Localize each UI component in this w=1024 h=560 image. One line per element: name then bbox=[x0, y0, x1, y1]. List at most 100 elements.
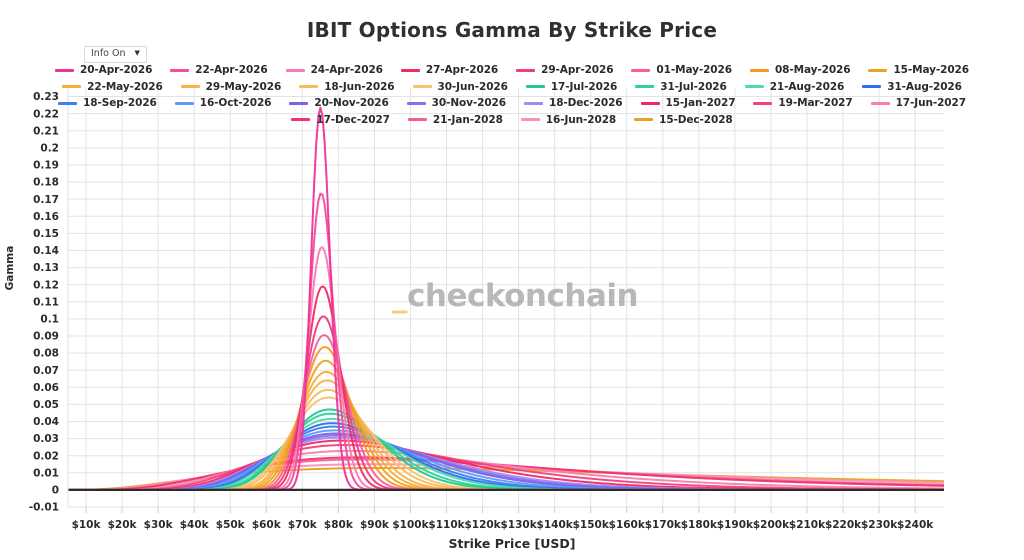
legend-label: 08-May-2026 bbox=[774, 64, 851, 77]
legend-item[interactable]: 17-Dec-2027 bbox=[291, 114, 390, 126]
legend-item[interactable]: 31-Aug-2026 bbox=[862, 81, 962, 93]
legend-label: 16-Jun-2028 bbox=[545, 113, 617, 126]
legend-color-swatch bbox=[749, 68, 769, 72]
chevron-down-icon: ▼ bbox=[134, 49, 140, 58]
x-tick-label: $80k bbox=[324, 519, 354, 531]
legend-item[interactable]: 30-Nov-2026 bbox=[406, 97, 506, 109]
x-tick-label: $160k bbox=[609, 519, 646, 531]
legend-color-swatch bbox=[631, 68, 651, 72]
y-tick-label: 0.17 bbox=[33, 194, 59, 206]
legend-label: 17-Jun-2027 bbox=[895, 97, 966, 110]
legend-color-swatch bbox=[516, 68, 536, 72]
x-tick-label: $190k bbox=[717, 519, 754, 531]
x-tick-label: $100k bbox=[392, 519, 429, 531]
legend-item[interactable]: 20-Nov-2026 bbox=[289, 97, 389, 110]
legend-label: 20-Nov-2026 bbox=[314, 97, 389, 110]
legend-item[interactable]: 29-Apr-2026 bbox=[516, 64, 614, 77]
legend-item[interactable]: 20-Apr-2026 bbox=[55, 64, 152, 76]
legend-item[interactable]: 21-Aug-2026 bbox=[744, 81, 844, 93]
legend-color-swatch bbox=[58, 101, 78, 105]
legend-label: 18-Dec-2026 bbox=[548, 97, 623, 110]
legend-label: 21-Jan-2028 bbox=[432, 113, 503, 126]
legend-item[interactable]: 27-Apr-2026 bbox=[400, 64, 499, 77]
legend-color-swatch bbox=[285, 68, 305, 72]
y-tick-label: 0.22 bbox=[33, 108, 59, 120]
legend-label: 18-Jun-2026 bbox=[324, 80, 395, 93]
legend-item[interactable]: 17-Jul-2026 bbox=[525, 80, 618, 93]
legend-item[interactable]: 17-Jun-2027 bbox=[870, 97, 966, 110]
legend-label: 27-Apr-2026 bbox=[425, 64, 499, 77]
legend-color-swatch bbox=[180, 85, 200, 89]
x-tick-label: $30k bbox=[144, 519, 174, 531]
x-tick-label: $140k bbox=[537, 519, 574, 531]
legend-color-swatch bbox=[400, 68, 420, 72]
legend-color-swatch bbox=[62, 85, 82, 89]
info-on-dropdown[interactable]: Info On ▼ bbox=[84, 46, 147, 63]
legend-label: 30-Jun-2026 bbox=[437, 80, 508, 93]
x-tick-label: $130k bbox=[501, 519, 538, 531]
legend-color-swatch bbox=[870, 101, 890, 105]
legend-item[interactable]: 22-Apr-2026 bbox=[170, 64, 268, 77]
legend-row: 18-Sep-2026 16-Oct-2026 20-Nov-2026 30-Nov-… bbox=[0, 95, 1024, 112]
x-tick-label: $200k bbox=[753, 519, 790, 531]
y-tick-label: 0 bbox=[52, 484, 59, 496]
legend-item[interactable]: 18-Jun-2026 bbox=[299, 80, 395, 93]
x-tick-label: $170k bbox=[645, 519, 682, 531]
legend-item[interactable]: 21-Jan-2028 bbox=[407, 113, 503, 126]
legend-item[interactable]: 08-May-2026 bbox=[749, 64, 851, 77]
legend-label: 20-Apr-2026 bbox=[80, 64, 153, 77]
legend-item[interactable]: 15-Dec-2028 bbox=[634, 114, 733, 126]
y-tick-label: 0.2 bbox=[40, 142, 59, 154]
y-tick-label: 0.19 bbox=[33, 160, 59, 172]
legend-item[interactable]: 18-Sep-2026 bbox=[58, 97, 157, 109]
y-tick-label: 0.18 bbox=[33, 177, 59, 189]
legend-color-swatch bbox=[170, 68, 190, 72]
legend-item[interactable]: 22-May-2026 bbox=[62, 81, 163, 93]
legend-color-swatch bbox=[406, 101, 426, 105]
plot-background bbox=[68, 88, 944, 507]
x-tick-label: $60k bbox=[252, 519, 282, 531]
legend-item[interactable]: 15-May-2026 bbox=[868, 64, 969, 76]
x-tick-label: $150k bbox=[573, 519, 610, 531]
legend-label: 29-Apr-2026 bbox=[541, 64, 614, 77]
legend-label: 15-Jan-2027 bbox=[665, 97, 736, 110]
y-tick-label: 0.13 bbox=[33, 262, 59, 274]
y-tick-label: 0.12 bbox=[33, 279, 59, 291]
y-tick-label: 0.16 bbox=[33, 211, 59, 223]
legend-item[interactable]: 01-May-2026 bbox=[631, 64, 732, 76]
x-tick-label: $230k bbox=[861, 519, 898, 531]
legend-item[interactable]: 16-Jun-2028 bbox=[520, 113, 617, 126]
legend-color-swatch bbox=[635, 85, 655, 89]
x-axis-title: Strike Price [USD] bbox=[448, 536, 576, 551]
legend-item[interactable]: 15-Jan-2027 bbox=[640, 97, 736, 110]
x-tick-label: $10k bbox=[72, 519, 102, 531]
legend-label: 22-Apr-2026 bbox=[195, 64, 268, 77]
legend-label: 17-Dec-2027 bbox=[316, 113, 390, 126]
legend-item[interactable]: 31-Jul-2026 bbox=[635, 81, 727, 93]
legend-item[interactable]: 24-Apr-2026 bbox=[285, 64, 383, 76]
legend-item[interactable]: 29-May-2026 bbox=[180, 81, 281, 93]
legend-color-swatch bbox=[289, 101, 309, 105]
legend-label: 31-Aug-2026 bbox=[887, 80, 962, 93]
legend-item[interactable]: 16-Oct-2026 bbox=[174, 97, 271, 109]
legend-item[interactable]: 19-Mar-2027 bbox=[753, 97, 853, 110]
y-tick-label: 0.06 bbox=[33, 382, 59, 394]
legend-color-swatch bbox=[412, 85, 432, 89]
series-line bbox=[68, 449, 944, 491]
legend-color-swatch bbox=[640, 101, 660, 105]
legend-label: 19-Mar-2027 bbox=[778, 97, 853, 110]
legend-color-swatch bbox=[753, 101, 773, 105]
legend-label: 17-Jul-2026 bbox=[550, 80, 618, 93]
y-tick-label: 0.08 bbox=[33, 348, 59, 360]
y-tick-label: 0.15 bbox=[33, 228, 59, 240]
chart-legend: 20-Apr-2026 22-Apr-2026 24-Apr-2026 27-Apr-… bbox=[0, 62, 1024, 128]
x-tick-label: $180k bbox=[681, 519, 718, 531]
legend-color-swatch bbox=[525, 85, 545, 89]
legend-color-swatch bbox=[523, 101, 543, 105]
legend-item[interactable]: 18-Dec-2026 bbox=[523, 97, 623, 110]
y-tick-label: 0.09 bbox=[33, 331, 59, 343]
y-tick-label: 0.14 bbox=[33, 245, 59, 257]
legend-item[interactable]: 30-Jun-2026 bbox=[412, 80, 508, 93]
x-tick-label: $20k bbox=[108, 519, 138, 531]
